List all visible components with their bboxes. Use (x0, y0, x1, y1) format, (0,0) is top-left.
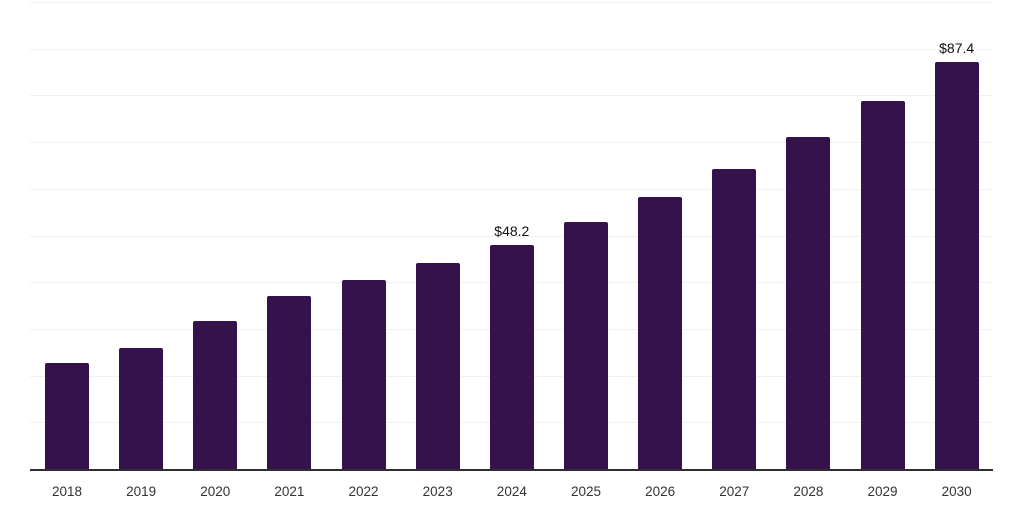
x-tick-label-2019: 2019 (126, 484, 157, 499)
bar-value-label-2024: $48.2 (494, 222, 530, 239)
x-tick-label-2023: 2023 (422, 484, 453, 499)
x-tick-label-2021: 2021 (274, 484, 305, 499)
bar-2030 (934, 61, 979, 470)
x-tick-label-2026: 2026 (645, 484, 676, 499)
x-tick-label-2027: 2027 (719, 484, 750, 499)
bar-2025 (563, 221, 608, 470)
x-tick-label-2024: 2024 (496, 484, 527, 499)
bar-value-label-2030: $87.4 (939, 39, 975, 56)
x-tick-label-2028: 2028 (793, 484, 824, 499)
bar-2027 (712, 169, 757, 470)
bar-2020 (193, 320, 238, 470)
gridline (30, 95, 993, 97)
x-tick-label-2018: 2018 (51, 484, 83, 499)
bar-2018 (45, 363, 89, 470)
gridline (30, 48, 993, 50)
gridline (30, 235, 993, 237)
bar-2022 (341, 279, 386, 470)
gridline (30, 2, 993, 3)
bar-2029 (860, 100, 905, 470)
x-tick-label-2029: 2029 (867, 484, 898, 499)
plot-area: $48.2 $87.4 (30, 2, 993, 471)
x-tick-label-2022: 2022 (348, 484, 379, 499)
bar-2028 (786, 137, 831, 470)
x-tick-label-2020: 2020 (200, 484, 231, 499)
bar-2024 (489, 244, 534, 470)
gridline (30, 142, 993, 144)
bar-2021 (267, 295, 312, 470)
x-axis-labels: 2018 2019 2020 2021 2022 2023 2024 2025 2026 2027… (30, 484, 993, 502)
x-axis-line (30, 469, 993, 471)
x-tick-label-2025: 2025 (570, 484, 601, 499)
bar-2019 (119, 348, 164, 470)
x-tick-label-2030: 2030 (941, 484, 972, 499)
bar-2023 (415, 263, 460, 470)
bar-2026 (638, 196, 683, 470)
gridline (30, 188, 993, 190)
